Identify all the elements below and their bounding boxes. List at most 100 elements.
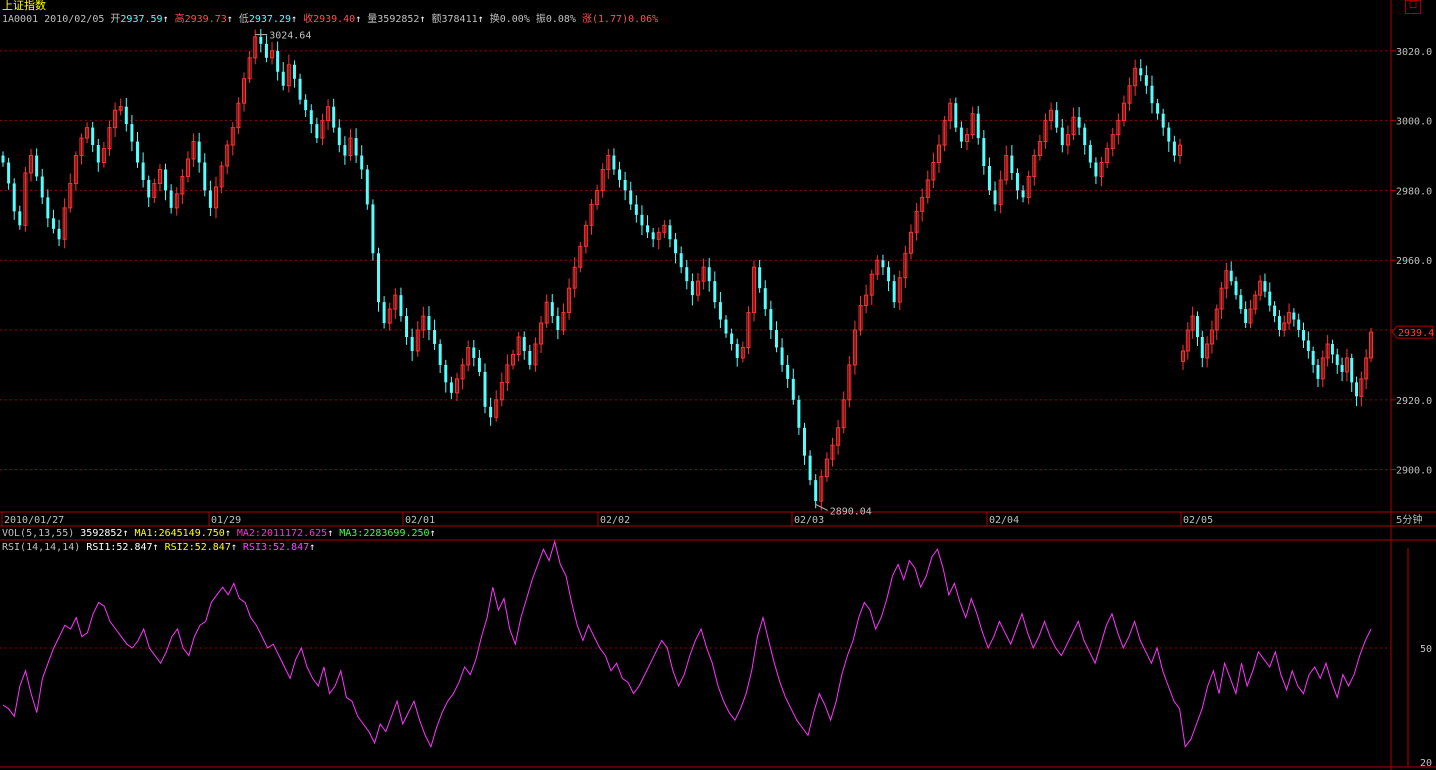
- date-label: 02/04: [989, 515, 1019, 526]
- candle: [203, 162, 207, 191]
- candle: [415, 329, 420, 352]
- candle: [489, 406, 493, 418]
- candle: [646, 225, 650, 233]
- candle: [567, 287, 572, 314]
- vol-ma1: MA1:2645149.750: [134, 528, 225, 539]
- candle: [264, 43, 268, 58]
- index-title: 上证指数: [2, 0, 46, 12]
- candle: [1355, 382, 1359, 397]
- candle: [942, 120, 947, 146]
- candle: [1156, 103, 1160, 114]
- candle: [1258, 280, 1263, 296]
- high-arrow-icon: ↑: [226, 14, 233, 25]
- vol-indicator-bar: VOL(5,13,55) 3592852↑ MA1:2645149.750↑ M…: [2, 528, 436, 540]
- candle: [875, 259, 880, 275]
- candle: [377, 253, 381, 303]
- price-tick-label: 2960.0: [1396, 256, 1432, 267]
- candle: [550, 302, 554, 317]
- candle: [130, 124, 134, 142]
- candle: [230, 127, 235, 146]
- candle: [735, 343, 739, 358]
- candle: [449, 382, 453, 393]
- close-arrow-icon: ↑: [355, 14, 362, 25]
- candle: [651, 232, 655, 240]
- candle: [695, 280, 700, 296]
- candle: [360, 155, 364, 170]
- window-toggle-button[interactable]: 口: [1405, 0, 1421, 14]
- candle: [852, 329, 857, 366]
- candle: [7, 162, 11, 184]
- candle: [1139, 68, 1143, 76]
- index-code: 1A0001: [2, 14, 39, 25]
- candle: [522, 337, 526, 351]
- candle: [466, 346, 471, 366]
- candle: [213, 186, 218, 209]
- candle: [539, 322, 544, 345]
- candle: [931, 162, 936, 181]
- candle: [533, 343, 538, 366]
- candle: [1214, 308, 1219, 331]
- candle: [57, 228, 61, 240]
- candle: [887, 267, 891, 282]
- candle: [1133, 67, 1138, 87]
- candle: [225, 144, 230, 167]
- candle: [903, 252, 908, 279]
- candle: [970, 113, 975, 136]
- candle: [494, 399, 499, 418]
- amplitude-label: 振: [535, 14, 546, 25]
- vol-ma3: MA3:2283699.250: [339, 528, 430, 539]
- candle: [819, 476, 824, 502]
- candle: [1282, 322, 1287, 331]
- candle: [1043, 120, 1048, 143]
- candle: [578, 245, 583, 268]
- candle: [847, 364, 852, 401]
- candle: [746, 312, 751, 348]
- candle: [1105, 148, 1110, 164]
- candle: [1116, 120, 1121, 136]
- candle: [499, 381, 504, 401]
- candle: [1316, 364, 1320, 379]
- candle: [1181, 350, 1185, 362]
- candle: [281, 71, 285, 86]
- candle: [1150, 85, 1154, 104]
- candle: [40, 176, 44, 198]
- candle: [640, 214, 644, 226]
- price-tick-label: 3020.0: [1396, 47, 1432, 58]
- candle: [410, 337, 414, 351]
- candle: [993, 190, 997, 205]
- vol-name[interactable]: VOL(5,13,55): [2, 528, 75, 539]
- low-arrow-icon: ↑: [291, 14, 298, 25]
- candle: [326, 106, 331, 122]
- candle: [572, 266, 577, 289]
- candle: [662, 224, 667, 233]
- candle: [197, 141, 201, 163]
- candle: [444, 364, 448, 383]
- candle: [185, 158, 190, 177]
- candle: [713, 281, 717, 303]
- volume-value: 3592852: [377, 14, 420, 25]
- volume-label: 量: [367, 14, 378, 25]
- quote-date: 2010/02/05: [44, 14, 105, 25]
- rsi-name[interactable]: RSI(14,14,14): [2, 542, 81, 553]
- candle: [752, 266, 757, 314]
- candle: [242, 78, 247, 104]
- candle: [1364, 357, 1369, 380]
- candle: [354, 138, 358, 156]
- price-tick-label: 2900.0: [1396, 466, 1432, 477]
- rsi-tick-label: 20: [1420, 758, 1432, 769]
- candle: [405, 316, 409, 338]
- candle: [1330, 343, 1334, 355]
- low-label: 低: [238, 14, 249, 25]
- low-annotation-line: [815, 503, 828, 511]
- candle: [1071, 116, 1076, 136]
- candle: [769, 309, 773, 331]
- candle: [1055, 110, 1059, 128]
- candle: [29, 155, 34, 174]
- candle: [1277, 316, 1281, 331]
- vol-value: 3592852: [80, 528, 123, 539]
- candle: [1273, 305, 1277, 317]
- candle: [600, 168, 605, 191]
- quote-bar: 1A0001 2010/02/05 开2937.59↑ 高2939.73↑ 低2…: [2, 14, 658, 26]
- candle: [180, 175, 185, 195]
- candle: [634, 204, 638, 215]
